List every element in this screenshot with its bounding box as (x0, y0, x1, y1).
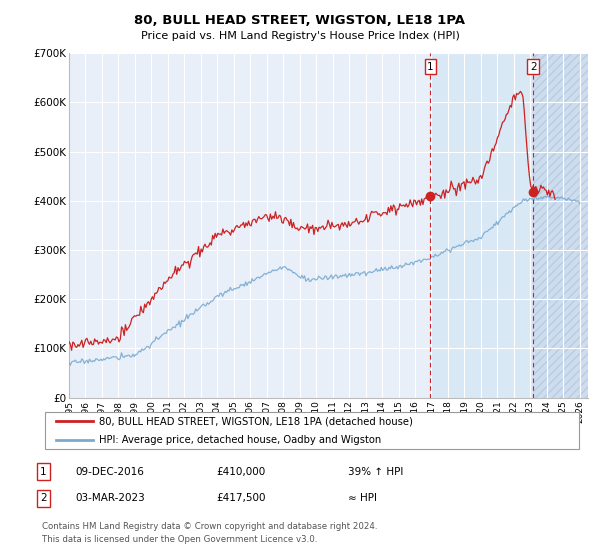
Text: £417,500: £417,500 (216, 493, 265, 503)
Text: 1: 1 (427, 62, 434, 72)
Text: 39% ↑ HPI: 39% ↑ HPI (348, 466, 403, 477)
Text: 80, BULL HEAD STREET, WIGSTON, LE18 1PA (detached house): 80, BULL HEAD STREET, WIGSTON, LE18 1PA … (98, 417, 413, 426)
Bar (430, 53, 533, 398)
Text: 09-DEC-2016: 09-DEC-2016 (75, 466, 144, 477)
Text: ≈ HPI: ≈ HPI (348, 493, 377, 503)
Text: £410,000: £410,000 (216, 466, 265, 477)
Text: 2: 2 (530, 62, 536, 72)
Text: 2: 2 (40, 493, 47, 503)
Text: 80, BULL HEAD STREET, WIGSTON, LE18 1PA: 80, BULL HEAD STREET, WIGSTON, LE18 1PA (134, 14, 466, 27)
Text: 1: 1 (40, 466, 47, 477)
Bar (69, 53, 430, 398)
Text: 03-MAR-2023: 03-MAR-2023 (75, 493, 145, 503)
Text: HPI: Average price, detached house, Oadby and Wigston: HPI: Average price, detached house, Oadb… (98, 435, 381, 445)
FancyBboxPatch shape (45, 412, 580, 449)
Bar (533, 53, 588, 398)
Text: Contains HM Land Registry data © Crown copyright and database right 2024.
This d: Contains HM Land Registry data © Crown c… (42, 522, 377, 544)
Bar (533, 53, 588, 398)
Text: Price paid vs. HM Land Registry's House Price Index (HPI): Price paid vs. HM Land Registry's House … (140, 31, 460, 41)
